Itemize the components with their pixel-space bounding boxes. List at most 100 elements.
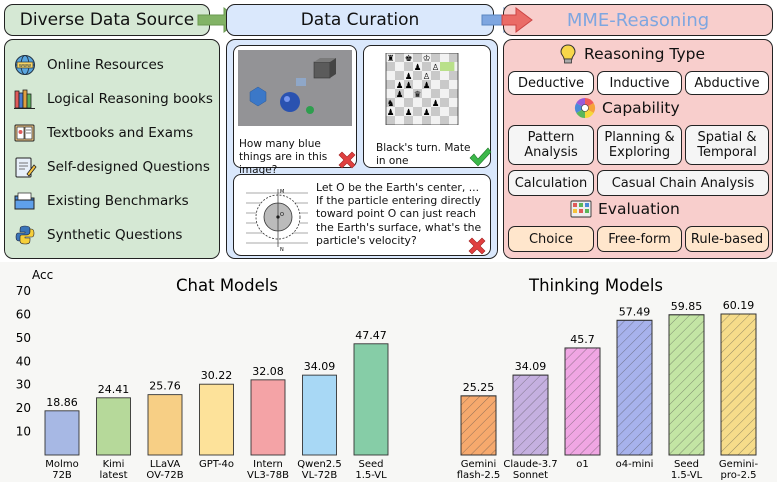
bar-qwen2-5-vl-72b <box>302 374 337 456</box>
tag-calculation: Calculation <box>508 170 594 196</box>
tag-casual-chain: Casual Chain Analysis <box>597 170 769 196</box>
source-label: Self-designed Questions <box>47 159 210 175</box>
capability-title: Capability <box>602 99 680 117</box>
tag-spatial-temporal: Spatial & Temporal <box>685 125 769 165</box>
x-tick-label: o4-mini <box>616 459 654 470</box>
y-tick-label: 40 <box>16 354 31 368</box>
tag-pattern-analysis: Pattern Analysis <box>508 125 594 165</box>
curation-question-1: How many blue things are in this image? <box>239 138 328 176</box>
reasoning-type-heading: Reasoning Type <box>558 43 705 65</box>
curation-question-3: Let O be the Earth's center, ... If the … <box>316 181 482 247</box>
x-tick-label: GPT-4o <box>199 459 234 470</box>
x-tick-label: o1 <box>576 459 588 470</box>
header-mme-label: MME-Reasoning <box>566 9 710 31</box>
svg-text:N: N <box>280 247 284 253</box>
x-tick-label: LLaVA <box>150 459 180 470</box>
source-label: Existing Benchmarks <box>47 193 189 209</box>
chat-models-title: Chat Models <box>176 276 278 295</box>
x-tick-label: VL3-78B <box>247 470 289 481</box>
y-tick-label: 60 <box>16 307 31 321</box>
header-diverse-label: Diverse Data Source <box>19 10 195 30</box>
bar-value-label: 18.86 <box>46 396 78 409</box>
y-tick-label: 70 <box>16 284 31 298</box>
tag-rule-based: Rule-based <box>685 226 769 252</box>
tag-planning-exploring: Planning & Exploring <box>597 125 682 165</box>
bar-value-label: 47.47 <box>355 329 387 342</box>
bar-value-label: 25.25 <box>463 381 495 394</box>
source-label: Online Resources <box>47 57 164 73</box>
tag-deductive: Deductive <box>508 71 594 95</box>
folder-icon <box>13 190 37 212</box>
cross-icon <box>468 237 486 255</box>
x-tick-label: Kimi <box>103 459 125 470</box>
x-tick-label: latest <box>99 470 127 481</box>
bar-kimi-latest <box>96 397 131 456</box>
capability-heading: Capability <box>574 97 680 119</box>
bar-hatch-overlay <box>564 347 601 456</box>
svg-text:♟: ♟ <box>396 81 404 91</box>
3d-objects-image <box>238 50 352 126</box>
tag-inductive: Inductive <box>597 71 682 95</box>
source-label: Textbooks and Exams <box>47 125 194 141</box>
lightbulb-icon <box>560 44 576 64</box>
svg-text:♟: ♟ <box>432 99 440 109</box>
svg-text:♛: ♛ <box>414 90 422 100</box>
svg-text:♔: ♔ <box>423 54 431 64</box>
source-online-resources: www Online Resources <box>13 54 164 76</box>
bar-intern-vl3-78b <box>250 379 286 456</box>
chess-board-image: ♜ ♚ ♔♟ ♙♙♟ ♟ ♟♟ ♛♞ ♟♟ ♟ ♟♟ <box>385 53 459 125</box>
evaluation-title: Evaluation <box>598 200 680 218</box>
bar-value-label: 57.49 <box>619 305 651 318</box>
svg-text:♚: ♚ <box>405 54 413 64</box>
bar-hatch-overlay <box>720 313 757 456</box>
bar-hatch-overlay <box>512 374 549 456</box>
curation-card-physics: M N O Let O be the Earth's center, ... I… <box>233 174 491 256</box>
svg-text:♟: ♟ <box>423 81 431 91</box>
svg-text:M: M <box>280 189 284 195</box>
svg-text:♟: ♟ <box>414 63 422 73</box>
arrow-3-icon <box>501 7 533 33</box>
source-label: Logical Reasoning books <box>47 91 213 107</box>
tag-choice: Choice <box>508 226 594 252</box>
svg-text:O: O <box>280 212 284 218</box>
y-tick-label: 50 <box>16 331 31 345</box>
bar-value-label: 32.08 <box>252 365 284 378</box>
x-tick-label: Gemini <box>461 459 497 470</box>
y-tick-label: 30 <box>16 378 31 392</box>
x-tick-label: 1.5-VL <box>671 470 703 481</box>
header-curation-label: Data Curation <box>300 10 420 30</box>
y-axis-label: Acc <box>32 268 53 282</box>
books-icon <box>13 88 37 110</box>
x-tick-label: Seed <box>359 459 384 470</box>
svg-text:♙: ♙ <box>423 72 431 82</box>
bar-value-label: 25.76 <box>149 380 181 393</box>
x-tick-label: Sonnet <box>513 470 548 481</box>
exam-icon <box>13 122 37 144</box>
svg-text:♙: ♙ <box>432 63 440 73</box>
curation-question-2: Black's turn. Mate in one <box>376 142 471 167</box>
accuracy-bar-chart: Acc Chat Models Thinking Models 10 20 30 40… <box>16 268 759 481</box>
svg-text:www: www <box>19 63 31 69</box>
tag-abductive: Abductive <box>685 71 769 95</box>
x-tick-label: 1.5-VL <box>355 470 387 481</box>
bar-molmo-72b <box>44 410 80 456</box>
y-tick-label: 20 <box>16 401 31 415</box>
thinking-models-title: Thinking Models <box>528 276 663 295</box>
bar-hatch-overlay <box>616 319 653 456</box>
earth-diagram-image: M N O <box>246 189 308 253</box>
x-tick-label: pro-2.5 <box>720 470 756 481</box>
diverse-data-source-panel: www Online Resources Logical Reasoning b… <box>4 39 220 259</box>
x-tick-label: flash-2.5 <box>457 470 501 481</box>
data-curation-panel: How many blue things are in this image? … <box>226 39 498 259</box>
bar-seed-1-5-vl <box>353 343 389 456</box>
svg-text:♞: ♞ <box>387 99 395 109</box>
header-diverse-data-source: Diverse Data Source <box>4 4 210 36</box>
notepad-icon <box>13 156 37 178</box>
x-tick-label: Qwen2.5 <box>297 459 341 470</box>
source-self-designed: Self-designed Questions <box>13 156 210 178</box>
curation-card-chess: ♜ ♚ ♔ ♟ ♙ ♙ ♟ ♟ ♟ ♟ ♛ ♞ ♟ ♟ ♟ ♟ ♟ Black's turn. Mate in … <box>363 45 492 168</box>
x-tick-label: Intern <box>253 459 283 470</box>
reasoning-type-title: Reasoning Type <box>584 45 705 63</box>
source-textbooks-exams: Textbooks and Exams <box>13 122 193 144</box>
evaluation-heading: Evaluation <box>570 199 680 219</box>
